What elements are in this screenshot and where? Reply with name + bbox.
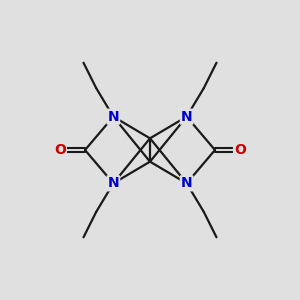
Text: O: O: [54, 143, 66, 157]
Text: N: N: [181, 110, 193, 124]
Text: N: N: [107, 176, 119, 190]
Text: N: N: [107, 110, 119, 124]
Text: N: N: [181, 176, 193, 190]
Text: O: O: [234, 143, 246, 157]
